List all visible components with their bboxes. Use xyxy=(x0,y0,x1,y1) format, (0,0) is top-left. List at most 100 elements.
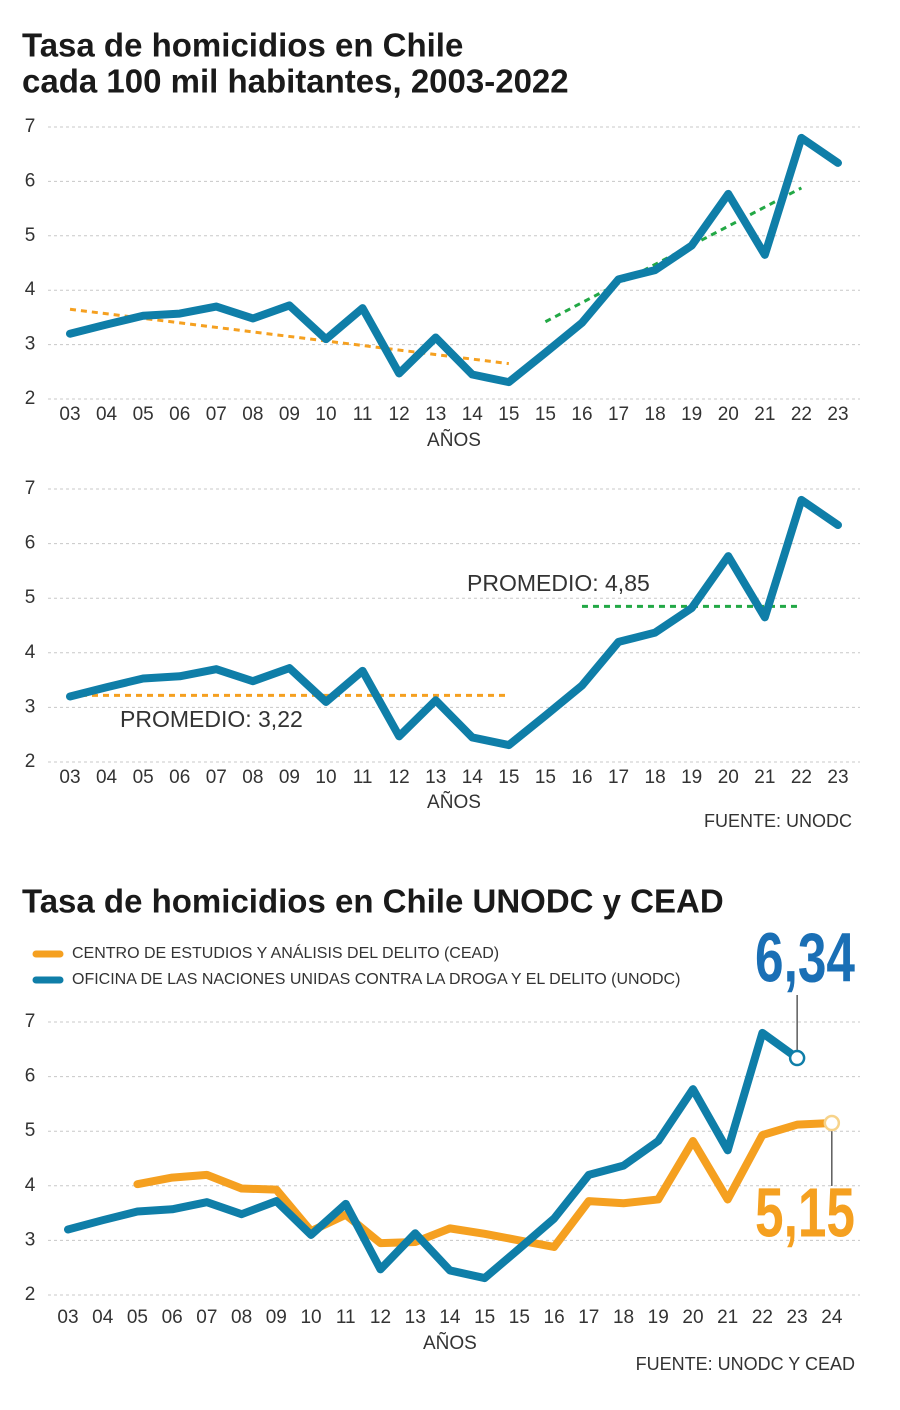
y-tick-label: 6 xyxy=(25,170,36,191)
x-tick-label: 18 xyxy=(645,767,666,788)
x-tick-label: 19 xyxy=(681,404,702,425)
y-tick-label: 4 xyxy=(25,642,36,663)
y-tick-label: 3 xyxy=(25,334,36,355)
x-tick-label: 16 xyxy=(544,1307,565,1328)
y-tick-label: 7 xyxy=(25,116,36,137)
x-tick-label: 04 xyxy=(96,767,118,788)
x-tick-label: 22 xyxy=(791,767,812,788)
y-tick-label: 6 xyxy=(25,533,36,554)
legend-label: OFICINA DE LAS NACIONES UNIDAS CONTRA LA… xyxy=(72,971,680,988)
end-marker xyxy=(788,1049,806,1067)
value-label: 6,34 xyxy=(755,918,855,996)
x-tick-label: 20 xyxy=(718,767,739,788)
x-tick-label: 05 xyxy=(133,404,154,425)
series-line xyxy=(66,133,842,387)
x-tick-label: 08 xyxy=(231,1307,252,1328)
average-label: PROMEDIO: 3,22 xyxy=(120,706,303,732)
x-tick-label: 16 xyxy=(571,767,592,788)
x-tick-label: 15 xyxy=(498,767,519,788)
source: FUENTE: UNODC Y CEAD xyxy=(636,1354,855,1374)
x-tick-label: 13 xyxy=(425,404,446,425)
average-label: PROMEDIO: 4,85 xyxy=(467,570,650,596)
y-tick-label: 3 xyxy=(25,696,36,717)
x-tick-label: 23 xyxy=(827,404,848,425)
x-tick-label: 06 xyxy=(162,1307,183,1328)
x-tick-label: 22 xyxy=(752,1307,773,1328)
x-tick-label: 03 xyxy=(59,404,80,425)
y-tick-label: 5 xyxy=(25,587,36,608)
x-tick-label: 19 xyxy=(681,767,702,788)
x-tick-label: 16 xyxy=(571,404,592,425)
x-tick-label: 14 xyxy=(439,1307,461,1328)
x-tick-label: 07 xyxy=(206,404,227,425)
x-tick-label: 24 xyxy=(821,1307,843,1328)
y-tick-label: 2 xyxy=(25,388,36,409)
y-tick-label: 4 xyxy=(25,279,36,300)
x-tick-label: 06 xyxy=(169,767,190,788)
y-tick-label: 6 xyxy=(25,1066,36,1087)
x-tick-label: 04 xyxy=(96,404,118,425)
x-tick-label: 12 xyxy=(370,1307,391,1328)
chart-title: Tasa de homicidios en Chile xyxy=(22,27,463,64)
x-tick-label: 09 xyxy=(266,1307,287,1328)
x-tick-label: 23 xyxy=(787,1307,808,1328)
x-tick-label: 14 xyxy=(462,767,484,788)
legend-label: CENTRO DE ESTUDIOS Y ANÁLISIS DEL DELITO… xyxy=(72,943,499,962)
x-tick-label: 07 xyxy=(196,1307,217,1328)
x-tick-label: 14 xyxy=(462,404,484,425)
x-axis-label: AÑOS xyxy=(423,1332,477,1354)
y-tick-label: 7 xyxy=(25,478,36,499)
x-tick-label: 15 xyxy=(474,1307,495,1328)
x-tick-label: 13 xyxy=(425,767,446,788)
x-tick-label: 15 xyxy=(498,404,519,425)
x-tick-label: 12 xyxy=(389,767,410,788)
x-tick-label: 10 xyxy=(300,1307,321,1328)
x-tick-label: 17 xyxy=(578,1307,599,1328)
x-axis-label: AÑOS xyxy=(427,429,481,451)
x-tick-label: 08 xyxy=(242,404,263,425)
trend-line xyxy=(69,307,510,366)
source: FUENTE: UNODC xyxy=(704,811,852,831)
y-tick-label: 5 xyxy=(25,225,36,246)
chart-title: Tasa de homicidios en Chile UNODC y CEAD xyxy=(22,883,724,920)
x-tick-label: 19 xyxy=(648,1307,669,1328)
x-tick-label: 09 xyxy=(279,404,300,425)
x-tick-label: 13 xyxy=(405,1307,426,1328)
x-tick-label: 15 xyxy=(535,767,556,788)
end-marker xyxy=(823,1114,841,1132)
x-tick-label: 11 xyxy=(353,767,373,788)
y-tick-label: 7 xyxy=(25,1011,36,1032)
x-axis-label: AÑOS xyxy=(427,791,481,813)
x-tick-label: 15 xyxy=(535,404,556,425)
x-tick-label: 20 xyxy=(682,1307,703,1328)
x-tick-label: 18 xyxy=(613,1307,634,1328)
x-tick-label: 23 xyxy=(827,767,848,788)
x-tick-label: 08 xyxy=(242,767,263,788)
series-line xyxy=(66,495,842,750)
y-tick-label: 3 xyxy=(25,1229,36,1250)
x-tick-label: 04 xyxy=(92,1307,114,1328)
x-tick-label: 18 xyxy=(645,404,666,425)
x-tick-label: 05 xyxy=(127,1307,148,1328)
x-tick-label: 17 xyxy=(608,767,629,788)
x-tick-label: 11 xyxy=(353,404,373,425)
x-tick-label: 22 xyxy=(791,404,812,425)
x-tick-label: 03 xyxy=(59,767,80,788)
x-tick-label: 07 xyxy=(206,767,227,788)
x-tick-label: 15 xyxy=(509,1307,530,1328)
value-label: 5,15 xyxy=(755,1173,855,1251)
x-tick-label: 11 xyxy=(336,1307,356,1328)
x-tick-label: 03 xyxy=(57,1307,78,1328)
x-tick-label: 21 xyxy=(754,404,775,425)
x-tick-label: 09 xyxy=(279,767,300,788)
x-tick-label: 06 xyxy=(169,404,190,425)
x-tick-label: 17 xyxy=(608,404,629,425)
x-tick-label: 20 xyxy=(718,404,739,425)
series-line xyxy=(64,1028,802,1283)
y-tick-label: 4 xyxy=(25,1175,36,1196)
series-line xyxy=(133,1119,836,1251)
y-tick-label: 2 xyxy=(25,751,36,772)
chart-title: cada 100 mil habitantes, 2003-2022 xyxy=(22,63,569,100)
x-tick-label: 10 xyxy=(315,767,336,788)
